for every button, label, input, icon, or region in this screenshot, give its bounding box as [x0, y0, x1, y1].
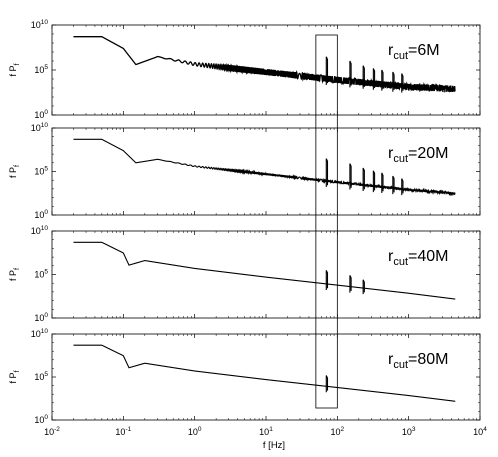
resonance-spike: [349, 275, 352, 293]
panel-frame: [51, 333, 481, 421]
panel-2: 100 105 1010 f Pf rcut=20M: [8, 122, 481, 220]
spectrum-line: [73, 36, 456, 93]
resonance-spike: [401, 178, 404, 196]
resonance-spike: [381, 172, 384, 193]
y-tick-label: 105: [34, 166, 48, 177]
resonance-spike: [325, 270, 329, 290]
y-tick-label: 100: [34, 312, 48, 323]
rcut-annotation: rcut=40M: [388, 248, 448, 268]
panel-4: 100 105 1010 f Pf rcut=80M: [8, 328, 481, 425]
x-tick-label: 10-1: [115, 426, 131, 437]
resonance-spike: [381, 69, 384, 91]
y-tick-label: 100: [34, 209, 48, 220]
y-tick-label: 1010: [31, 225, 49, 236]
panel-frame: [51, 127, 481, 216]
resonance-spike: [392, 175, 395, 195]
y-tick-label: 105: [34, 64, 48, 75]
resonance-spike: [392, 71, 395, 92]
y-tick-label: 100: [34, 109, 48, 120]
resonance-spike: [401, 73, 404, 93]
y-axis-label: f Pf: [8, 165, 21, 178]
x-tick-label: 103: [402, 426, 416, 437]
y-axis-label: f Pf: [8, 370, 21, 383]
x-tick-label: 101: [259, 426, 273, 437]
y-tick-label: 105: [34, 269, 48, 280]
y-tick-label: 1010: [31, 328, 49, 339]
y-tick-label: 100: [34, 414, 48, 425]
x-tick-label: 104: [473, 426, 487, 437]
rcut-annotation: rcut=20M: [388, 145, 448, 165]
resonance-spike: [349, 60, 352, 88]
resonance-spike: [362, 167, 365, 191]
resonance-spike: [325, 158, 329, 187]
resonance-spike: [362, 279, 365, 295]
panel-3: 100 105 1010 f Pf rcut=40M: [8, 225, 481, 323]
spectrum-line: [73, 241, 456, 300]
rcut-annotation: rcut=6M: [388, 42, 440, 62]
y-tick-label: 1010: [31, 19, 49, 30]
panel-frame: [51, 230, 481, 319]
resonance-spike: [362, 65, 365, 89]
rcut-annotation: rcut=80M: [388, 351, 448, 371]
y-tick-label: 105: [34, 371, 48, 382]
spectrum-line: [73, 344, 456, 402]
x-tick-label: 100: [188, 426, 202, 437]
x-tick-label: 10-2: [44, 426, 60, 437]
resonance-spike: [372, 170, 376, 193]
resonance-spike: [372, 68, 376, 90]
x-axis-label: f [Hz]: [263, 440, 285, 451]
y-tick-label: 1010: [31, 122, 49, 133]
x-tick-label: 102: [331, 426, 345, 437]
resonance-spike: [349, 163, 352, 190]
resonance-spike: [325, 56, 329, 85]
highlight-box: [315, 34, 338, 409]
y-axis-label: f Pf: [8, 63, 21, 76]
spectrum-line: [73, 138, 456, 197]
resonance-spike: [325, 375, 329, 393]
y-axis-label: f Pf: [8, 268, 21, 281]
panel-1: 100 105 1010 f Pf rcut=6M: [8, 19, 481, 120]
